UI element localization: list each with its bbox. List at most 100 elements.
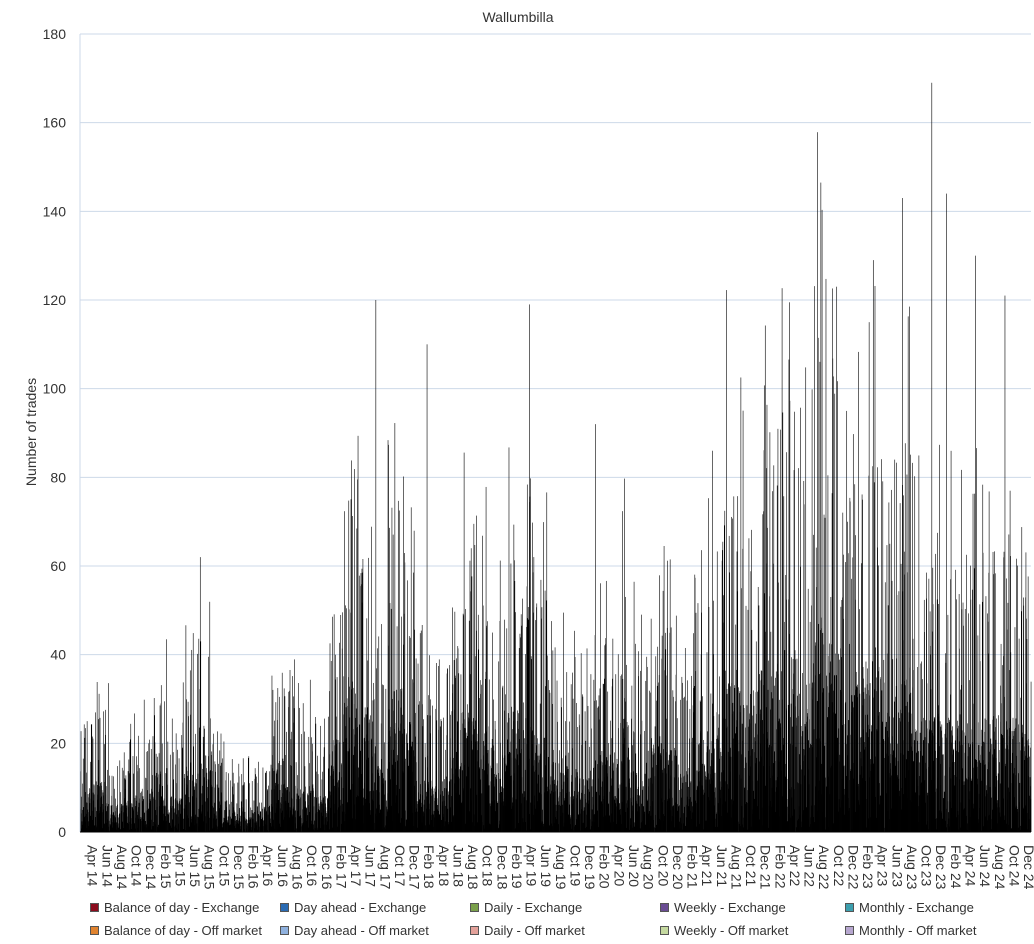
bar [615,798,617,832]
bar [172,806,173,832]
bar [657,646,659,832]
bar [872,466,874,832]
bar [630,787,631,832]
bar [405,758,406,832]
bar [868,322,870,832]
x-tick-label: Dec 17 [407,845,423,890]
bar [834,653,836,832]
bar [624,478,625,832]
bar [505,763,507,832]
bar [327,797,328,832]
bar [956,599,957,832]
bar [428,809,430,832]
bar [378,636,380,832]
bar [518,648,520,832]
bar [413,530,415,832]
bar [431,788,432,832]
x-tick-label: Oct 19 [567,845,583,886]
bar [265,773,266,832]
bar [609,754,611,832]
y-tick-label: 40 [50,647,66,663]
legend-item: Monthly - Exchange [845,900,974,915]
bar [540,579,542,832]
bar [741,754,742,832]
bar [961,609,963,832]
bar [612,770,614,832]
bar [881,459,882,832]
bar [581,745,582,832]
bar [456,721,458,832]
y-tick-label: 60 [50,558,66,574]
bar [667,760,669,832]
bar [737,740,739,832]
x-tick-label: Feb 21 [685,845,701,889]
bar [233,783,235,832]
bar [948,818,950,832]
bar [994,573,996,832]
bar [223,741,225,832]
bar [717,738,719,832]
bar [417,663,419,832]
bar [421,806,422,832]
bar [728,683,729,832]
legend-swatch [90,926,99,935]
bar [152,775,153,832]
bar [595,700,597,832]
bar [277,688,279,832]
bar [294,659,295,832]
bar [139,792,141,832]
bar [662,590,664,832]
bar [193,786,195,832]
bar [106,812,107,832]
bar [973,568,975,832]
bar [598,719,600,832]
bar [214,761,216,832]
x-tick-label: Aug 23 [904,845,920,890]
bar [680,699,681,832]
bar [429,733,431,832]
bar [620,675,622,832]
bar [120,792,121,832]
bar [135,817,136,832]
bar [762,720,763,832]
bar [881,690,883,832]
bar [971,589,973,832]
bar [802,673,803,832]
bar [738,751,740,832]
x-tick-label: Jun 17 [363,845,379,887]
bar [227,820,228,832]
bar [622,511,623,832]
bar [936,788,937,832]
bar [426,344,428,832]
bar [991,809,993,832]
bar [1018,724,1019,832]
bar [764,593,766,832]
bar [269,771,271,832]
bar [853,707,854,832]
bar [122,805,124,832]
x-tick-label: Dec 22 [845,845,861,890]
bar [408,636,410,832]
bar [650,618,652,832]
x-tick-label: Oct 24 [1006,845,1022,886]
bar [797,715,799,832]
bar [412,679,413,832]
bar [575,777,576,832]
bar [450,714,451,832]
bar [231,801,233,832]
bar [708,606,710,832]
bar [336,677,338,832]
x-tick-label: Dec 15 [231,845,247,890]
bar [545,600,547,832]
bar [656,685,658,832]
bar [664,632,666,832]
bar [564,775,566,832]
bar [597,707,599,832]
bar [672,690,674,832]
bar [808,784,810,832]
bar [572,698,574,832]
bar [153,698,155,832]
bar [95,817,96,832]
bar [837,381,838,832]
bar [831,644,832,832]
